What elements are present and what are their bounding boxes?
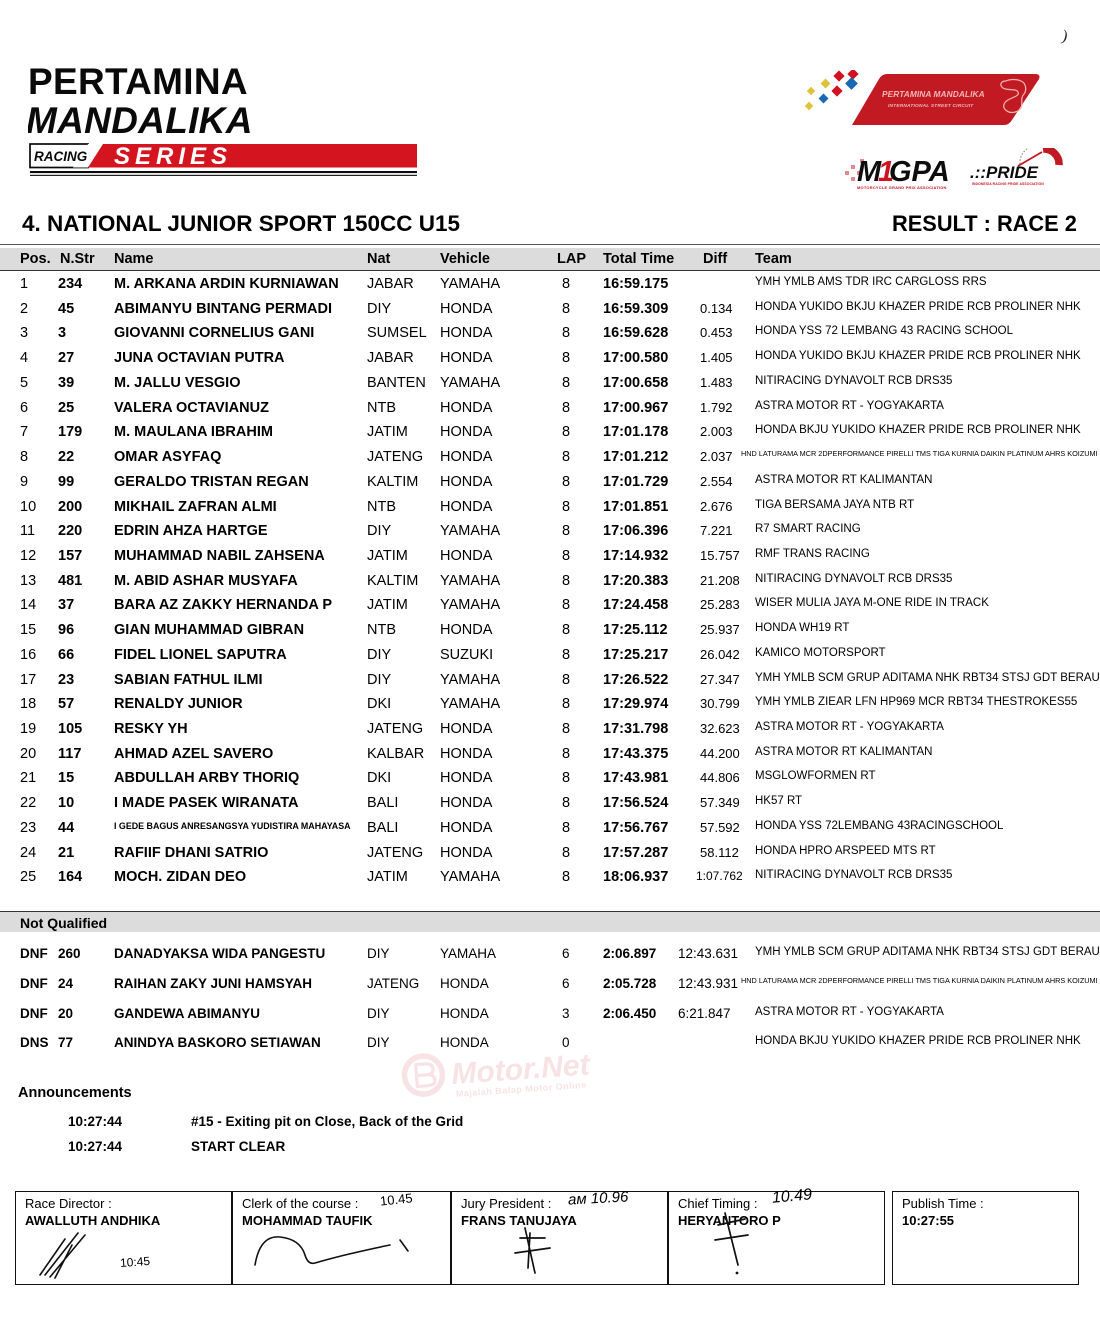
svg-text:.::PRIDE: .::PRIDE	[970, 163, 1039, 182]
svg-text:RACING: RACING	[34, 149, 88, 164]
svg-text:PERTAMINA MANDALIKA: PERTAMINA MANDALIKA	[882, 89, 985, 99]
svg-text:INDONESIA RACING PRIDE ASSOCIA: INDONESIA RACING PRIDE ASSOCIATION	[972, 182, 1044, 186]
svg-text:MANDALIKA: MANDALIKA	[28, 100, 253, 141]
svg-text:MOTORCYCLE GRAND PRIX ASSOCIAT: MOTORCYCLE GRAND PRIX ASSOCIATION	[857, 185, 947, 190]
svg-text:INTERNATIONAL STREET CIRCUIT: INTERNATIONAL STREET CIRCUIT	[888, 103, 974, 109]
svg-text:GPA: GPA	[889, 156, 950, 188]
svg-text:SERIES: SERIES	[114, 143, 232, 170]
svg-text:PERTAMINA: PERTAMINA	[28, 61, 248, 102]
